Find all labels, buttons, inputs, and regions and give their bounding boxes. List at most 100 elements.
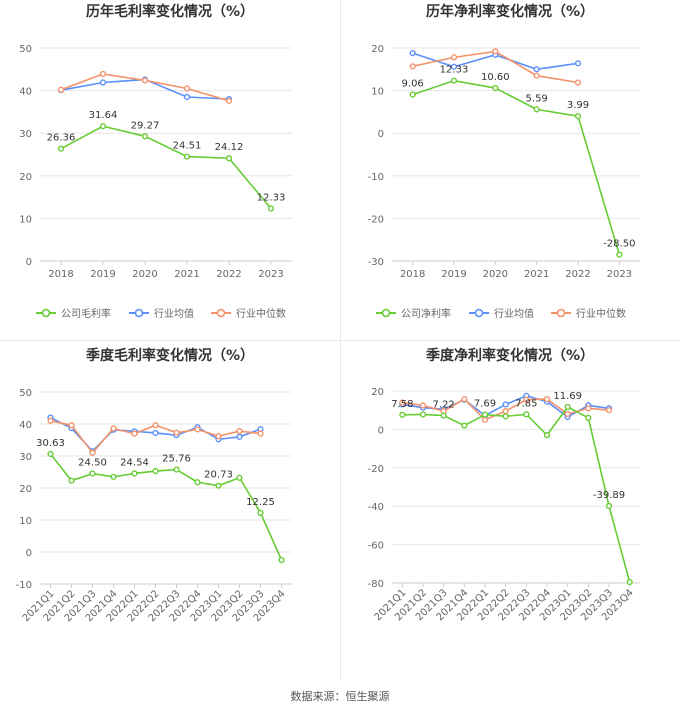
data-point-company: [399, 411, 406, 418]
y-tick-label: -60: [368, 541, 384, 552]
data-point-median: [502, 408, 509, 415]
chart-quarterly-gross-margin: 季度毛利率变化情况（%）-10010203040502021Q12021Q220…: [16, 313, 292, 624]
data-point-avg: [183, 93, 191, 101]
data-point-median: [236, 427, 243, 435]
series-line-company: [60, 125, 272, 209]
data-label: 24.54: [120, 457, 149, 468]
legend-item-company[interactable]: 公司净利率: [376, 307, 451, 320]
y-tick-label: -40: [368, 502, 384, 513]
legend-item-avg[interactable]: 行业均值: [469, 307, 534, 320]
data-point-median: [574, 79, 582, 86]
series-line-company: [49, 453, 283, 561]
data-label: -28.50: [603, 239, 635, 250]
data-label: -39.89: [593, 490, 625, 501]
legend-item-median[interactable]: 行业中位数: [551, 307, 626, 320]
data-point-company: [585, 414, 592, 421]
legend-label: 行业均值: [154, 307, 194, 320]
data-point-median: [564, 410, 571, 418]
data-point-median: [215, 433, 222, 440]
chart-panel-annual-net-margin: 历年净利率变化情况（%） -30 -20 -10 0 10 20 2018 2019 2020 20…: [340, 0, 680, 340]
data-point-median: [99, 70, 107, 78]
x-tick-label: 2018: [48, 269, 73, 280]
data-label: 30.63: [36, 438, 65, 449]
data-point-company: [626, 578, 633, 586]
data-point-company: [99, 123, 107, 130]
x-tick-label: 2020: [483, 269, 508, 280]
legend-label: 公司净利率: [401, 307, 451, 320]
x-tick-label: 2018: [400, 269, 425, 280]
data-point-company: [564, 403, 571, 411]
data-label: 12.33: [257, 192, 286, 203]
data-point-avg: [236, 433, 243, 440]
data-label: 20.73: [204, 470, 233, 481]
data-point-company: [110, 473, 117, 480]
y-tick-label: 40: [19, 420, 32, 431]
legend-swatch-marker: [474, 308, 484, 318]
data-point-median: [225, 97, 233, 104]
data-label: 7.85: [515, 398, 537, 409]
y-tick-label: 0: [26, 548, 32, 559]
data-point-avg: [152, 429, 159, 437]
y-tick-label: 10: [19, 214, 32, 225]
chart-panel-annual-gross-margin: 历年毛利率变化情况（%） 0 10 20 30 40 50 2018 2019 2020 2021 2…: [0, 0, 340, 340]
chart-title: 季度毛利率变化情况（%）: [85, 347, 254, 364]
data-point-avg: [574, 60, 582, 67]
data-point-company: [419, 411, 427, 418]
data-point-company: [57, 145, 65, 152]
data-point-median: [257, 430, 264, 437]
y-tick-label: 50: [19, 388, 32, 399]
data-point-avg: [99, 79, 107, 86]
data-point-median: [141, 77, 149, 84]
y-tick-label: -20: [368, 214, 384, 225]
y-tick-label: 0: [26, 257, 32, 268]
y-tick-label: 40: [19, 87, 32, 98]
legend-item-avg[interactable]: 行业均值: [129, 307, 194, 320]
data-label: 7.58: [391, 399, 413, 410]
y-tick-label: 30: [19, 129, 32, 140]
data-point-company: [492, 84, 499, 92]
data-point-company: [574, 113, 582, 120]
data-point-median: [543, 395, 551, 403]
chart-title: 历年净利率变化情况（%）: [426, 3, 594, 20]
y-tick-label: 10: [19, 516, 32, 527]
data-point-company: [409, 91, 416, 98]
data-point-company: [278, 556, 285, 564]
x-tick-label: 2019: [90, 269, 115, 280]
chart-title: 季度净利率变化情况（%）: [425, 347, 594, 364]
x-tick-label: 2021: [524, 269, 549, 280]
legend-swatch-marker: [381, 308, 391, 318]
data-point-median: [481, 416, 489, 423]
data-point-company: [440, 412, 447, 419]
data-point-company: [533, 106, 540, 113]
data-label: 25.76: [162, 454, 191, 465]
data-point-median: [194, 426, 201, 433]
x-tick-label: 2023: [607, 269, 632, 280]
data-label: 26.36: [47, 133, 76, 144]
legend-swatch-marker: [216, 308, 226, 318]
legend-label: 行业中位数: [236, 307, 286, 320]
data-point-company: [152, 467, 159, 475]
legend-swatch-marker: [134, 308, 144, 318]
data-point-avg: [450, 63, 458, 70]
data-point-median: [47, 417, 54, 424]
data-source-note: 数据来源：恒生聚源: [290, 690, 390, 703]
data-point-company: [450, 77, 458, 84]
legend-item-company[interactable]: 公司毛利率: [36, 307, 111, 320]
data-point-median: [409, 63, 416, 70]
data-point-company: [523, 411, 530, 418]
y-tick-label: 0: [378, 425, 384, 436]
data-point-company: [481, 411, 489, 418]
legend-swatch-marker: [556, 308, 566, 318]
data-point-median: [399, 399, 406, 406]
legend-swatch-marker: [41, 308, 51, 318]
y-tick-label: 50: [19, 44, 32, 55]
legend-item-median[interactable]: 行业中位数: [211, 307, 286, 320]
x-tick-label: 2020: [132, 269, 157, 280]
y-tick-label: 0: [378, 129, 384, 140]
data-point-company: [131, 470, 138, 477]
data-label: 7.22: [433, 400, 455, 411]
y-tick-label: 30: [19, 452, 32, 463]
y-tick-label: -10: [16, 580, 32, 591]
x-tick-label: 2019: [441, 269, 466, 280]
data-point-company: [257, 509, 264, 516]
